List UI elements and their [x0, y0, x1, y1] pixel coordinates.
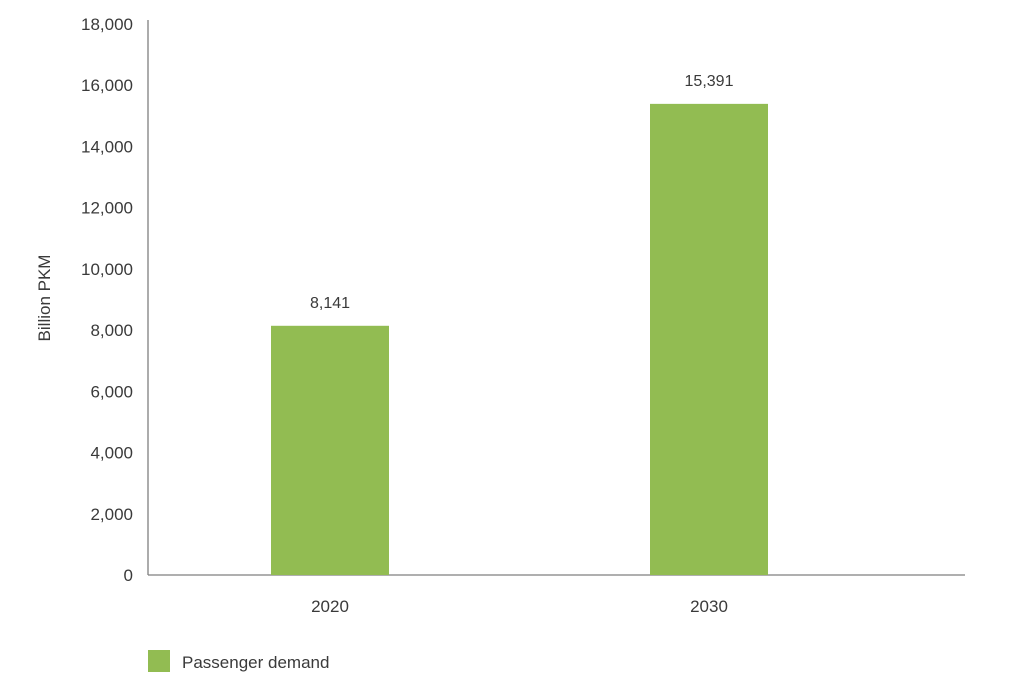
- legend-swatch-passenger-demand: [148, 650, 170, 672]
- bar-2020: [271, 325, 389, 575]
- x-tick-label-2030: 2030: [690, 597, 728, 616]
- data-labels-group: 8,141 15,391: [310, 73, 734, 312]
- x-axis-category-labels: 2020 2030: [311, 597, 728, 616]
- y-tick-label: 2,000: [90, 505, 133, 524]
- bars-group: [271, 103, 768, 576]
- bar-2030: [650, 103, 768, 576]
- y-tick-label: 12,000: [81, 199, 133, 218]
- data-label-2020: 8,141: [310, 295, 350, 312]
- y-tick-label: 14,000: [81, 137, 133, 156]
- y-tick-label: 8,000: [90, 321, 133, 340]
- y-tick-label: 16,000: [81, 76, 133, 95]
- y-tick-label: 18,000: [81, 15, 133, 34]
- legend: Passenger demand: [148, 650, 329, 672]
- y-tick-label: 10,000: [81, 260, 133, 279]
- y-axis-tick-labels: 0 2,000 4,000 6,000 8,000 10,000 12,000 14,000 1…: [81, 15, 133, 585]
- data-label-2030: 15,391: [685, 73, 734, 90]
- x-tick-label-2020: 2020: [311, 597, 349, 616]
- y-axis-title: Billion PKM: [35, 255, 54, 342]
- legend-label-passenger-demand: Passenger demand: [182, 653, 329, 672]
- y-tick-label: 4,000: [90, 444, 133, 463]
- y-tick-label: 0: [124, 566, 133, 585]
- y-tick-label: 6,000: [90, 382, 133, 401]
